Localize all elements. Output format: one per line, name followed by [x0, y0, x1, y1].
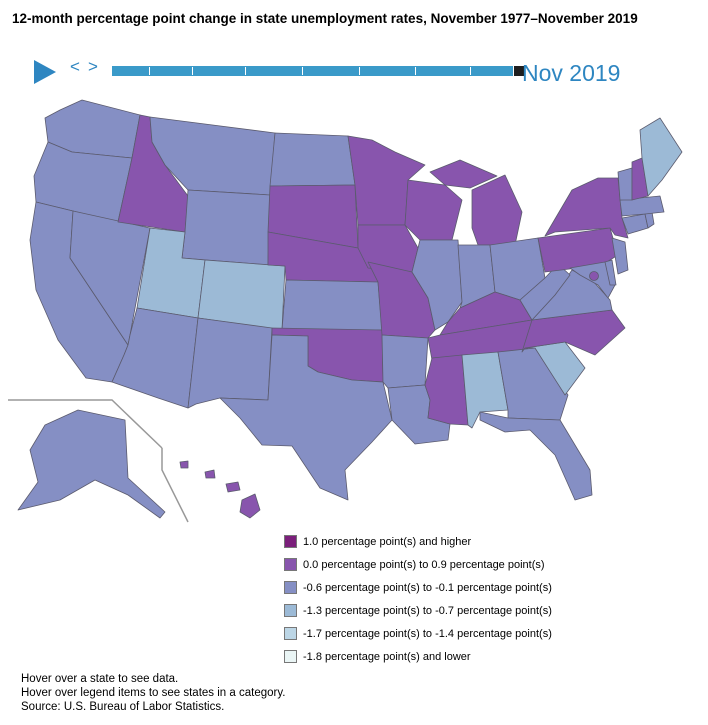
state-ma[interactable] — [619, 195, 665, 217]
legend-item[interactable]: -1.7 percentage point(s) to -1.4 percent… — [284, 622, 552, 645]
map-title: 12-month percentage point change in stat… — [12, 11, 638, 26]
legend-swatch — [284, 604, 297, 617]
state-dc[interactable] — [589, 271, 599, 281]
timeline-tick — [470, 67, 471, 75]
hover-legend-note: Hover over legend items to see states in… — [21, 687, 286, 699]
hover-state-note: Hover over a state to see data. — [21, 673, 179, 685]
timeline-tick — [149, 67, 150, 75]
timeline-slider[interactable] — [112, 66, 525, 76]
legend-label: -1.3 percentage point(s) to -0.7 percent… — [303, 604, 552, 617]
timeline-handle[interactable] — [514, 66, 525, 76]
timeline-tick — [359, 67, 360, 75]
state-ia[interactable] — [357, 224, 419, 273]
legend-label: -1.8 percentage point(s) and lower — [303, 650, 471, 663]
legend-item[interactable]: 0.0 percentage point(s) to 0.9 percentag… — [284, 553, 552, 576]
legend-label: 1.0 percentage point(s) and higher — [303, 535, 472, 548]
timeline-tick — [192, 67, 193, 75]
alaska-inset-border — [8, 399, 163, 449]
state-wv[interactable] — [519, 263, 571, 321]
legend: 1.0 percentage point(s) and higher 0.0 p… — [284, 530, 552, 668]
legend-swatch — [284, 650, 297, 663]
state-tx[interactable] — [219, 334, 393, 501]
footer-notes: Hover over a state to see data. Hover ov… — [21, 672, 285, 714]
state-hi-oahu[interactable] — [204, 469, 216, 479]
state-pa[interactable] — [537, 227, 619, 273]
legend-label: 0.0 percentage point(s) to 0.9 percentag… — [303, 558, 545, 571]
state-vt[interactable] — [617, 167, 633, 201]
next-button[interactable]: > — [88, 57, 98, 76]
state-nm[interactable] — [187, 317, 273, 409]
state-hi-kauai[interactable] — [179, 460, 189, 469]
state-hi-maui[interactable] — [225, 481, 241, 493]
source-note: Source: U.S. Bureau of Labor Statistics. — [21, 701, 225, 713]
timeline-tick — [245, 67, 246, 75]
state-wi[interactable] — [404, 179, 463, 241]
legend-label: -0.6 percentage point(s) to -0.1 percent… — [303, 581, 552, 594]
legend-item[interactable]: -1.8 percentage point(s) and lower — [284, 645, 552, 668]
state-ms[interactable] — [424, 354, 469, 426]
legend-label: -1.7 percentage point(s) to -1.4 percent… — [303, 627, 552, 640]
play-icon[interactable] — [34, 60, 56, 84]
state-ny[interactable] — [544, 177, 629, 239]
legend-item[interactable]: -1.3 percentage point(s) to -0.7 percent… — [284, 599, 552, 622]
state-wy[interactable] — [181, 189, 271, 266]
legend-swatch — [284, 535, 297, 548]
state-ks[interactable] — [281, 279, 383, 331]
timeline-tick — [415, 67, 416, 75]
state-nj[interactable] — [611, 237, 629, 275]
timeline-controls: < > Nov 2019 — [32, 58, 632, 86]
legend-swatch — [284, 627, 297, 640]
state-ak[interactable] — [17, 409, 166, 519]
us-map — [8, 99, 683, 523]
state-hi-big-island[interactable] — [239, 493, 261, 519]
legend-item[interactable]: -0.6 percentage point(s) to -0.1 percent… — [284, 576, 552, 599]
current-date-label: Nov 2019 — [522, 60, 621, 86]
legend-swatch — [284, 558, 297, 571]
timeline-tick — [302, 67, 303, 75]
state-nd[interactable] — [269, 132, 356, 187]
state-fl[interactable] — [479, 411, 593, 501]
hawaii-inset-border — [161, 448, 189, 523]
legend-swatch — [284, 581, 297, 594]
state-mi[interactable] — [471, 174, 523, 246]
previous-button[interactable]: < — [70, 57, 80, 76]
state-ar[interactable] — [381, 334, 429, 389]
legend-item[interactable]: 1.0 percentage point(s) and higher — [284, 530, 552, 553]
state-de[interactable] — [604, 259, 617, 286]
state-me[interactable] — [639, 117, 683, 197]
state-mi-upper[interactable] — [429, 159, 498, 189]
